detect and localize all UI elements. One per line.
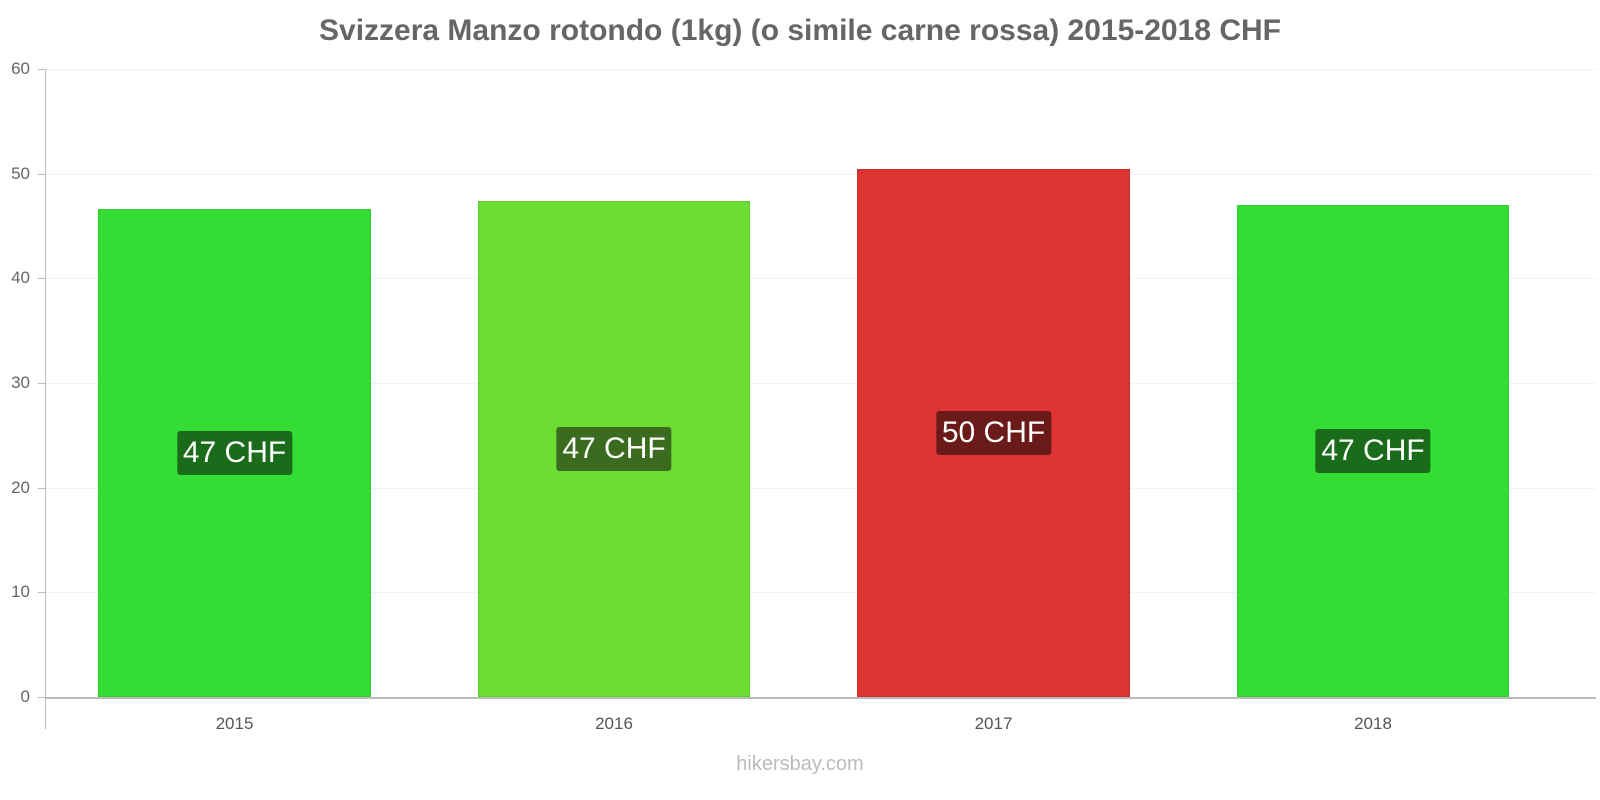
gridline [46,592,1596,593]
y-tick-mark [38,278,46,279]
y-tick-label: 50 [11,164,30,183]
bar-value-label: 47 CHF [1315,429,1431,473]
bar-value-label: 50 CHF [935,411,1052,455]
bar-value-label: 47 CHF [556,427,672,471]
x-tick-label: 2015 [215,714,254,733]
y-tick-label: 30 [11,373,30,392]
gridline [46,278,1596,279]
x-tick-label: 2018 [1354,714,1392,733]
y-tick-mark [38,174,46,175]
x-tick-label: 2017 [974,714,1013,733]
gridline [46,69,1596,70]
y-tick-mark [38,592,46,593]
y-tick-label: 10 [11,582,30,601]
y-axis [45,69,46,729]
x-axis [45,697,1596,699]
gridline [46,488,1596,489]
y-tick-label: 20 [11,478,30,497]
x-tick-label: 2016 [595,714,633,733]
y-tick-mark [38,383,46,384]
gridline [46,174,1596,175]
y-tick-label: 0 [20,687,30,706]
chart-title: Svizzera Manzo rotondo (1kg) (o simile c… [319,14,1281,47]
gridline [46,383,1596,384]
y-tick-label: 40 [11,268,30,287]
y-tick-mark [38,69,46,70]
y-tick-label: 60 [11,59,30,78]
watermark: hikersbay.com [736,753,864,775]
bar-value-label: 47 CHF [176,431,293,475]
y-tick-mark [38,488,46,489]
y-tick-mark [38,697,46,698]
